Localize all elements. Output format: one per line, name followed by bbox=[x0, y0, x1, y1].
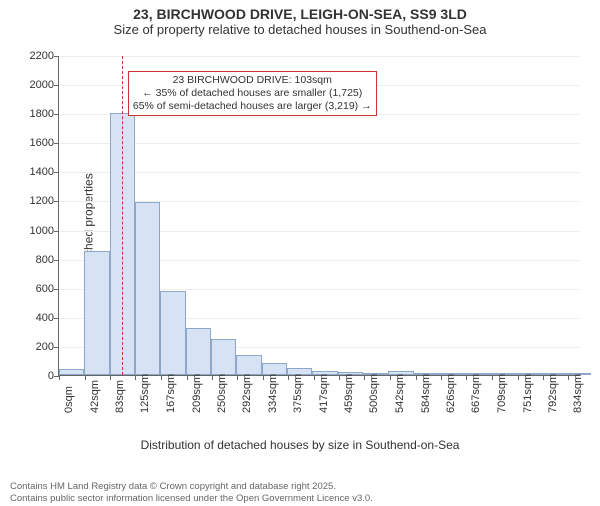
histogram-bar bbox=[160, 291, 185, 375]
x-tick-label: 834sqm bbox=[572, 374, 584, 413]
y-tick-mark bbox=[54, 318, 59, 319]
gridline bbox=[59, 143, 580, 144]
plot-area: 0200400600800100012001400160018002000220… bbox=[58, 56, 580, 376]
y-tick-label: 400 bbox=[19, 312, 54, 324]
annotation-box: 23 BIRCHWOOD DRIVE: 103sqm ← 35% of deta… bbox=[128, 71, 377, 116]
annotation-line-3: 65% of semi-detached houses are larger (… bbox=[133, 100, 372, 113]
x-tick-label: 459sqm bbox=[343, 374, 355, 413]
histogram-bar bbox=[84, 251, 109, 375]
x-tick-mark bbox=[314, 375, 315, 380]
y-tick-label: 2200 bbox=[19, 50, 54, 62]
histogram-bar bbox=[211, 339, 236, 375]
histogram-bar bbox=[135, 202, 160, 375]
x-axis-label: Distribution of detached houses by size … bbox=[0, 438, 600, 452]
x-tick-mark bbox=[161, 375, 162, 380]
y-tick-mark bbox=[54, 260, 59, 261]
chart-container: Number of detached properties 0200400600… bbox=[0, 46, 600, 466]
x-tick-mark bbox=[212, 375, 213, 380]
histogram-bar bbox=[186, 328, 211, 375]
x-tick-mark bbox=[339, 375, 340, 380]
y-tick-label: 1400 bbox=[19, 166, 54, 178]
x-tick-label: 542sqm bbox=[394, 374, 406, 413]
y-tick-label: 1200 bbox=[19, 195, 54, 207]
x-tick-mark bbox=[85, 375, 86, 380]
x-tick-mark bbox=[543, 375, 544, 380]
x-tick-mark bbox=[288, 375, 289, 380]
x-tick-mark bbox=[187, 375, 188, 380]
y-tick-mark bbox=[54, 143, 59, 144]
x-tick-mark bbox=[135, 375, 136, 380]
x-tick-label: 417sqm bbox=[318, 374, 330, 413]
x-tick-mark bbox=[237, 375, 238, 380]
x-tick-mark bbox=[59, 375, 60, 380]
gridline bbox=[59, 56, 580, 57]
x-tick-label: 0sqm bbox=[63, 386, 75, 413]
x-tick-mark bbox=[364, 375, 365, 380]
annotation-line-1: 23 BIRCHWOOD DRIVE: 103sqm bbox=[133, 74, 372, 87]
y-tick-label: 2000 bbox=[19, 79, 54, 91]
page-subtitle: Size of property relative to detached ho… bbox=[0, 22, 600, 37]
x-tick-label: 209sqm bbox=[191, 374, 203, 413]
y-tick-mark bbox=[54, 172, 59, 173]
x-tick-label: 375sqm bbox=[292, 374, 304, 413]
x-tick-mark bbox=[263, 375, 264, 380]
x-tick-label: 250sqm bbox=[216, 374, 228, 413]
y-tick-label: 600 bbox=[19, 283, 54, 295]
x-tick-label: 500sqm bbox=[368, 374, 380, 413]
x-tick-label: 292sqm bbox=[241, 374, 253, 413]
y-tick-label: 1600 bbox=[19, 137, 54, 149]
footer-attribution: Contains HM Land Registry data © Crown c… bbox=[10, 481, 373, 504]
histogram-bar bbox=[59, 369, 84, 375]
x-tick-label: 626sqm bbox=[445, 374, 457, 413]
y-tick-mark bbox=[54, 114, 59, 115]
annotation-line-2: ← 35% of detached houses are smaller (1,… bbox=[133, 87, 372, 100]
x-tick-label: 42sqm bbox=[89, 380, 101, 413]
y-tick-mark bbox=[54, 201, 59, 202]
x-tick-label: 751sqm bbox=[522, 374, 534, 413]
x-tick-mark bbox=[518, 375, 519, 380]
y-tick-mark bbox=[54, 347, 59, 348]
footer-line-1: Contains HM Land Registry data © Crown c… bbox=[10, 481, 373, 492]
gridline bbox=[59, 172, 580, 173]
y-tick-mark bbox=[54, 56, 59, 57]
x-tick-label: 334sqm bbox=[267, 374, 279, 413]
property-marker-line bbox=[122, 56, 123, 375]
x-tick-mark bbox=[441, 375, 442, 380]
x-tick-mark bbox=[390, 375, 391, 380]
x-tick-label: 167sqm bbox=[165, 374, 177, 413]
y-tick-mark bbox=[54, 289, 59, 290]
x-tick-mark bbox=[568, 375, 569, 380]
x-tick-label: 584sqm bbox=[420, 374, 432, 413]
x-tick-mark bbox=[492, 375, 493, 380]
y-tick-label: 1800 bbox=[19, 108, 54, 120]
y-tick-mark bbox=[54, 85, 59, 86]
x-tick-label: 667sqm bbox=[470, 374, 482, 413]
x-tick-label: 792sqm bbox=[547, 374, 559, 413]
y-tick-label: 1000 bbox=[19, 225, 54, 237]
x-tick-label: 709sqm bbox=[496, 374, 508, 413]
y-tick-label: 200 bbox=[19, 341, 54, 353]
y-tick-label: 0 bbox=[19, 370, 54, 382]
x-tick-mark bbox=[110, 375, 111, 380]
x-tick-label: 83sqm bbox=[114, 380, 126, 413]
x-tick-mark bbox=[466, 375, 467, 380]
x-tick-label: 125sqm bbox=[139, 374, 151, 413]
footer-line-2: Contains public sector information licen… bbox=[10, 493, 373, 504]
histogram-bar bbox=[236, 355, 261, 375]
x-tick-mark bbox=[416, 375, 417, 380]
y-tick-label: 800 bbox=[19, 254, 54, 266]
page-title: 23, BIRCHWOOD DRIVE, LEIGH-ON-SEA, SS9 3… bbox=[0, 6, 600, 22]
y-tick-mark bbox=[54, 231, 59, 232]
